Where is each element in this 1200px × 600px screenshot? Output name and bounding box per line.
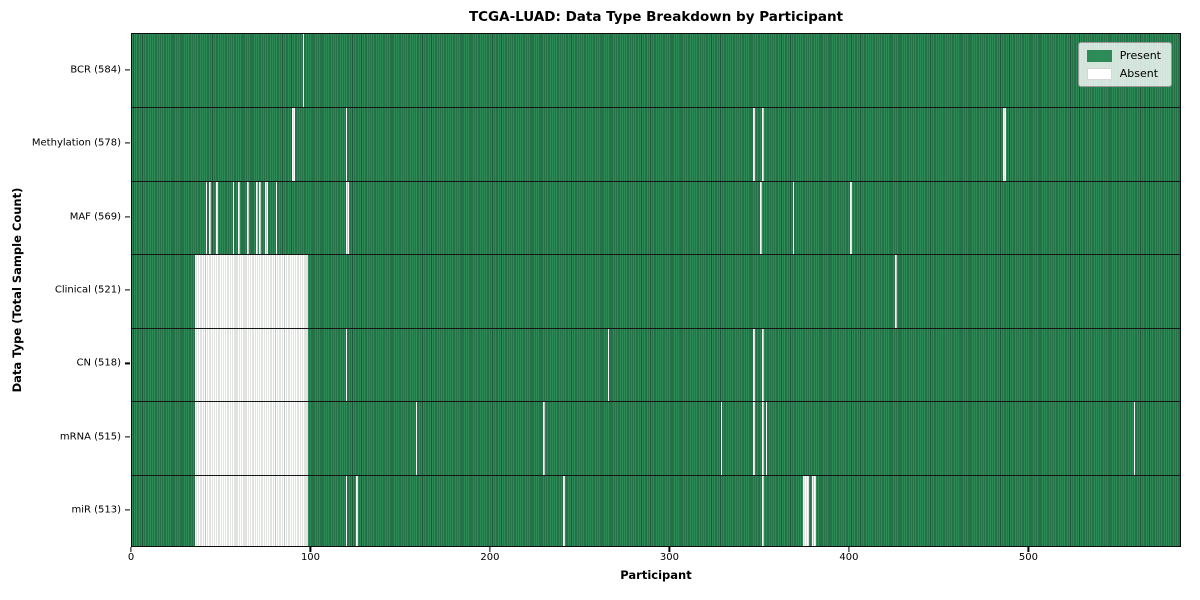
absent-stripe [264,180,269,255]
absent-stripe [275,180,278,255]
absent-stripe [259,180,262,255]
absent-stripe [762,327,764,402]
row-separator [132,180,1180,182]
absent-stripe [216,180,219,255]
ytick-label-cn: CN (518) [76,357,121,369]
row-separator [132,474,1180,476]
absent-stripe [345,474,348,546]
heatmap-row-clinical [132,254,1180,328]
xtick-label-500: 500 [1018,552,1038,563]
absent-stripe [792,180,795,255]
absent-stripe [762,401,764,475]
ytick-label-bcr: BCR (584) [70,64,121,76]
absent-stripe [356,474,359,546]
ytick-label-maf: MAF (569) [69,211,121,223]
absent-stripe [762,474,764,546]
xtick-label-300: 300 [659,552,679,563]
legend-label-present: Present [1119,49,1161,62]
y-axis-label: Data Type (Total Sample Count) [10,187,24,393]
absent-stripe [760,180,762,255]
heatmap-row-bcr [132,34,1180,108]
absent-stripe [255,180,258,255]
x-axis-label: Participant [620,568,692,582]
absent-stripe [194,401,308,475]
plot-area: Present Absent [131,33,1181,547]
absent-stripe [194,327,308,402]
absent-stripe [894,254,897,328]
absent-stripe [246,180,249,255]
xtick-label-200: 200 [480,552,500,563]
chart-title: TCGA-LUAD: Data Type Breakdown by Partic… [468,9,844,25]
absent-stripe [1133,401,1136,475]
ytick-mark [125,509,130,511]
absent-stripe [237,180,240,255]
heatmap-row-mrna [132,401,1180,475]
xtick-label-100: 100 [300,552,321,563]
absent-stripe [753,107,755,181]
legend-item-absent: Absent [1086,67,1161,80]
ytick-label-mir: miR (513) [71,504,121,516]
absent-stripe [345,107,348,181]
absent-stripe [194,474,308,546]
xtick-mark [1027,547,1030,552]
heatmap-row-cn [132,327,1180,402]
ytick-mark [125,436,130,438]
absent-stripe [753,327,755,402]
xtick-mark [668,547,671,552]
absent-stripe [205,180,208,255]
xtick-mark [130,547,132,552]
ytick-mark [125,69,130,71]
absent-stripe [607,327,610,402]
absent-stripe [543,401,545,475]
ytick-label-clinical: Clinical (521) [54,284,121,296]
absent-stripe [562,474,565,546]
heatmap-row-methylation [132,107,1180,181]
absent-stripe [720,401,723,475]
row-separator [132,401,1180,403]
absent-stripe [765,401,768,475]
absent-stripe [291,107,296,181]
legend-label-absent: Absent [1119,67,1159,80]
absent-stripe [849,180,852,255]
legend-item-present: Present [1086,49,1161,62]
row-separator [132,107,1180,109]
absent-stripe [753,401,755,475]
xtick-label-0: 0 [127,552,135,563]
absent-stripe [1002,107,1007,181]
heatmap-row-mir [132,474,1180,546]
absent-stripe [812,474,816,546]
absent-stripe [232,180,235,255]
ytick-label-mrna: mRNA (515) [59,431,121,443]
row-separator [132,327,1180,329]
absent-stripe [762,107,764,181]
absent-stripe [302,34,305,108]
absent-stripe [415,401,418,475]
absent-stripe [194,254,308,328]
absent-swatch-icon [1086,67,1112,80]
ytick-mark [125,142,130,144]
xtick-mark [309,547,312,552]
ytick-mark [125,215,130,218]
xtick-mark [848,547,850,552]
legend: Present Absent [1077,42,1172,87]
absent-stripe [345,327,348,402]
row-separator [132,254,1180,256]
xtick-mark [489,547,491,552]
absent-stripe [209,180,211,255]
heatmap-row-maf [132,180,1180,255]
absent-stripe [803,474,809,546]
ytick-mark [125,362,130,365]
ytick-label-methylation: Methylation (578) [31,137,121,149]
absent-stripe [345,180,350,255]
present-swatch-icon [1086,49,1112,62]
ytick-mark [125,289,130,291]
xtick-label-400: 400 [839,552,859,563]
